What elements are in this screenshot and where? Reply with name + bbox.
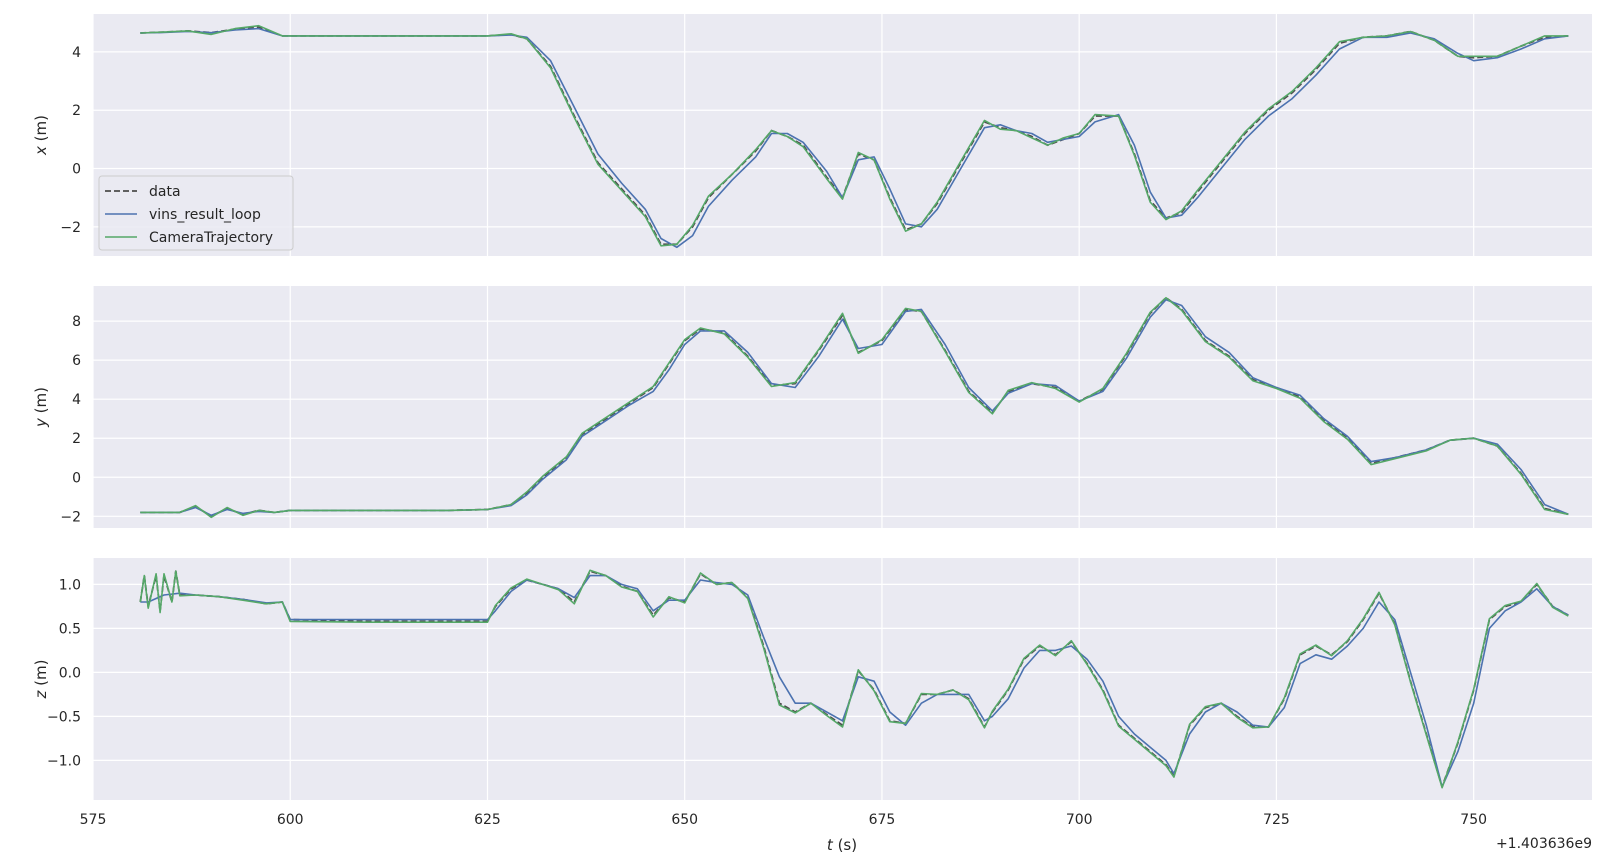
y-tick-label: 2 <box>72 103 81 119</box>
y-tick-label: 0 <box>72 162 81 178</box>
legend-label-vins_result_loop: vins_result_loop <box>149 207 261 223</box>
y-axis-variable: y <box>32 417 50 428</box>
y-axis-unit: (m) <box>32 115 50 146</box>
y-axis-label: z (m) <box>32 660 50 700</box>
x-axis-offset-text: +1.403636e9 <box>1496 836 1592 852</box>
x-tick-label: 675 <box>869 812 896 828</box>
x-tick-label: 625 <box>474 812 501 828</box>
x-axis-label: t (s) <box>827 836 857 854</box>
x-tick-label: 725 <box>1263 812 1290 828</box>
y-axis-unit: (m) <box>32 660 50 691</box>
plot-area <box>93 14 1592 256</box>
y-tick-label: −2 <box>60 220 81 236</box>
y-tick-label: 1.0 <box>59 577 81 593</box>
plot-area <box>93 558 1592 800</box>
series-line-CameraTrajectory <box>139 569 1569 789</box>
y-tick-label: 0.0 <box>59 665 81 681</box>
y-axis-label: x (m) <box>32 115 50 156</box>
legend: data vins_result_loop CameraTrajectory <box>98 175 294 251</box>
y-axis-unit: (m) <box>32 387 50 418</box>
legend-label-CameraTrajectory: CameraTrajectory <box>149 230 273 246</box>
y-tick-label: −0.5 <box>47 709 81 725</box>
y-axis-variable: z <box>32 689 50 699</box>
legend-box <box>98 175 294 251</box>
y-tick-label: 0 <box>72 470 81 486</box>
x-tick-label: 600 <box>277 812 304 828</box>
plot-area <box>93 286 1592 528</box>
x-tick-label: 575 <box>80 812 107 828</box>
x-axis-variable: t <box>827 836 834 854</box>
y-tick-label: 0.5 <box>59 621 81 637</box>
y-tick-label: −2 <box>60 509 81 525</box>
y-tick-label: 6 <box>72 353 81 369</box>
x-tick-label: 700 <box>1066 812 1093 828</box>
legend-label-data: data <box>149 184 181 200</box>
y-axis-variable: x <box>32 146 50 156</box>
x-position-panel: −2 0 2 4 x (m) <box>32 14 1592 256</box>
x-tick-label: 750 <box>1460 812 1487 828</box>
y-tick-label: 4 <box>72 45 81 61</box>
series-line-vins_result_loop <box>140 27 1569 249</box>
y-axis-label: y (m) <box>32 387 50 428</box>
y-position-panel: −2 0 2 4 6 8 y (m) <box>32 286 1592 528</box>
series-line-data <box>140 26 1569 246</box>
z-position-panel: 575 600 625 650 675 700 725 750 −1.0 −0.5 0.0 0.5 1.… <box>32 558 1592 828</box>
y-tick-label: 4 <box>72 392 81 408</box>
series-line-CameraTrajectory <box>140 296 1569 519</box>
y-tick-label: 8 <box>72 314 81 330</box>
x-axis-unit: (s) <box>833 836 857 854</box>
y-tick-label: −1.0 <box>47 753 81 769</box>
x-tick-label: 650 <box>671 812 698 828</box>
series-line-CameraTrajectory <box>140 24 1569 247</box>
y-tick-label: 2 <box>72 431 81 447</box>
